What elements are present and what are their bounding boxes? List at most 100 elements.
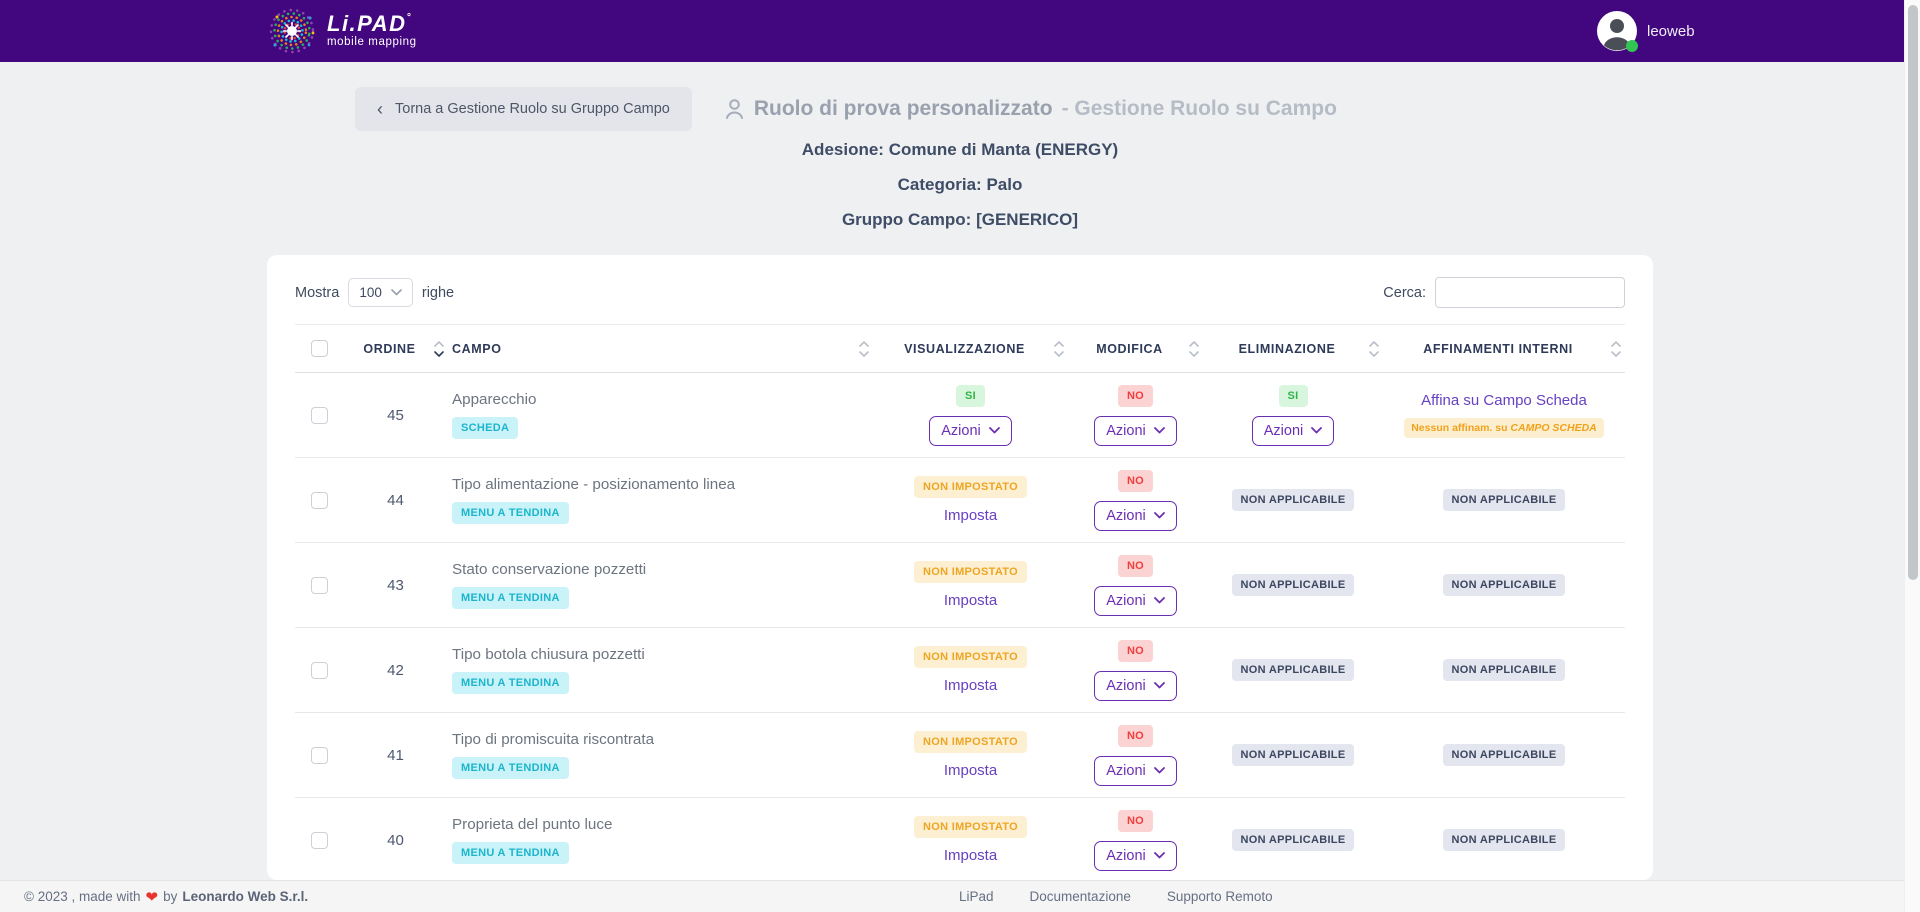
table-row: 41 Tipo di promiscuita riscontrata MENU A …: [295, 712, 1625, 798]
footer-link-supporto-remoto[interactable]: Supporto Remoto: [1166, 889, 1273, 904]
chevron-down-icon: [1153, 512, 1165, 519]
status-badge: NON APPLICABILE: [1442, 489, 1566, 511]
row-checkbox[interactable]: [310, 831, 328, 849]
azioni-label: Azioni: [1106, 762, 1146, 779]
scrollbar-thumb[interactable]: [1908, 5, 1918, 580]
campo-cell: Stato conservazione pozzetti MENU A TENDI…: [448, 542, 873, 628]
row-checkbox[interactable]: [310, 406, 328, 424]
logo-mark: °: [406, 12, 412, 24]
select-all-checkbox[interactable]: [310, 340, 328, 357]
affinamenti-cell: NON APPLICABILE: [1383, 457, 1625, 543]
eliminazione-cell: NON APPLICABILE: [1203, 797, 1383, 880]
heart-icon: ❤: [145, 888, 159, 906]
ordine-cell: 42: [343, 627, 448, 713]
checkbox-cell: [295, 457, 343, 543]
footer-links: LiPad Documentazione Supporto Remoto: [959, 889, 1273, 904]
sort-icons[interactable]: [1054, 340, 1064, 357]
status-badge: MENU A TENDINA: [452, 502, 569, 524]
table-row: 40 Proprieta del punto luce MENU A TENDINA…: [295, 797, 1625, 880]
status-badge: NON IMPOSTATO: [914, 561, 1027, 583]
ordine-cell: 45: [343, 372, 448, 458]
status-badge: MENU A TENDINA: [452, 587, 569, 609]
modifica-cell: NO Azioni: [1068, 457, 1203, 543]
table-row: 42 Tipo botola chiusura pozzetti MENU A TE…: [295, 627, 1625, 713]
chevron-down-icon: [1153, 682, 1165, 689]
affinamenti-cell: NON APPLICABILE: [1383, 627, 1625, 713]
status-badge: NON APPLICABILE: [1231, 489, 1355, 511]
eliminazione-cell: NON APPLICABILE: [1203, 457, 1383, 543]
campo-name: Tipo di promiscuita riscontrata: [452, 731, 655, 748]
affinamenti-cell: NON APPLICABILE: [1383, 712, 1625, 798]
page-length-control: Mostra 100 righe: [295, 278, 454, 307]
back-button[interactable]: ‹ Torna a Gestione Ruolo su Gruppo Campo: [355, 87, 692, 131]
status-badge: NON APPLICABILE: [1231, 659, 1355, 681]
user-name: leoweb: [1647, 22, 1695, 40]
campo-cell: Proprieta del punto luce MENU A TENDINA: [448, 797, 873, 880]
column-header-eliminazione[interactable]: ELIMINAZIONE: [1203, 324, 1383, 373]
imposta-link[interactable]: Imposta: [943, 762, 998, 779]
sort-icons[interactable]: [1611, 340, 1621, 357]
visualizzazione-cell: NON IMPOSTATO Imposta: [873, 797, 1068, 880]
imposta-link[interactable]: Imposta: [943, 847, 998, 864]
azioni-dropdown[interactable]: Azioni: [1094, 755, 1177, 786]
row-checkbox[interactable]: [310, 746, 328, 764]
azioni-label: Azioni: [941, 422, 981, 439]
checkbox-cell: [295, 542, 343, 628]
logo[interactable]: Li.PAD° mobile mapping: [265, 5, 417, 57]
campo-name: Tipo alimentazione - posizionamento line…: [452, 476, 736, 493]
azioni-dropdown[interactable]: Azioni: [929, 415, 1012, 446]
logo-title: Li.PAD°: [327, 11, 412, 37]
row-checkbox[interactable]: [310, 576, 328, 594]
column-header-visualizzazione[interactable]: VISUALIZZAZIONE: [873, 324, 1068, 373]
column-header-affinamenti-interni[interactable]: AFFINAMENTI INTERNI: [1383, 324, 1625, 373]
sort-icons[interactable]: [434, 340, 444, 357]
imposta-link[interactable]: Imposta: [943, 677, 998, 694]
azioni-label: Azioni: [1106, 422, 1146, 439]
scrollbar[interactable]: [1904, 0, 1920, 912]
user-menu[interactable]: leoweb: [1597, 11, 1695, 52]
azioni-dropdown[interactable]: Azioni: [1094, 500, 1177, 531]
footer-link-lipad[interactable]: LiPad: [959, 889, 994, 904]
sort-icons[interactable]: [1369, 340, 1379, 357]
modifica-cell: NO Azioni: [1068, 542, 1203, 628]
row-checkbox[interactable]: [310, 661, 328, 679]
sort-icons[interactable]: [1189, 340, 1199, 357]
azioni-dropdown[interactable]: Azioni: [1094, 585, 1177, 616]
ordine-cell: 43: [343, 542, 448, 628]
column-header-campo[interactable]: CAMPO: [448, 324, 873, 373]
status-badge: MENU A TENDINA: [452, 672, 569, 694]
azioni-dropdown[interactable]: Azioni: [1251, 415, 1335, 446]
gruppo-campo-line: Gruppo Campo: [GENERICO]: [841, 210, 1079, 229]
azioni-dropdown[interactable]: Azioni: [1094, 670, 1177, 701]
sort-icons[interactable]: [859, 340, 869, 357]
campo-name: Tipo botola chiusura pozzetti: [452, 646, 645, 663]
azioni-label: Azioni: [1106, 592, 1146, 609]
rows-per-page-select[interactable]: 100: [348, 278, 413, 307]
imposta-link[interactable]: Imposta: [943, 507, 998, 524]
status-badge: MENU A TENDINA: [452, 842, 569, 864]
status-badge: NO: [1117, 809, 1154, 832]
adesione-line: Adesione: Comune di Manta (ENERGY): [801, 140, 1119, 159]
row-checkbox[interactable]: [310, 491, 328, 509]
search-input[interactable]: [1435, 277, 1625, 308]
campo-cell: Tipo alimentazione - posizionamento line…: [448, 457, 873, 543]
online-status-dot: [1626, 40, 1638, 52]
status-badge: MENU A TENDINA: [452, 757, 569, 779]
column-header-ordine[interactable]: ORDINE: [343, 324, 448, 373]
status-badge: NO: [1117, 724, 1154, 747]
table-row: 43 Stato conservazione pozzetti MENU A TEN…: [295, 542, 1625, 628]
length-label-after: righe: [421, 284, 455, 301]
page-title: Ruolo di prova personalizzato - Gestione…: [724, 97, 1337, 121]
visualizzazione-cell: SI Azioni: [873, 372, 1068, 458]
footer-link-documentazione[interactable]: Documentazione: [1029, 889, 1131, 904]
imposta-link[interactable]: Imposta: [943, 592, 998, 609]
search-label: Cerca:: [1383, 284, 1426, 301]
affina-link[interactable]: Affina su Campo Scheda: [1421, 392, 1587, 409]
visualizzazione-cell: NON IMPOSTATO Imposta: [873, 457, 1068, 543]
azioni-label: Azioni: [1106, 677, 1146, 694]
azioni-dropdown[interactable]: Azioni: [1094, 415, 1177, 446]
page-title-main: Ruolo di prova personalizzato: [753, 97, 1053, 120]
column-header-modifica[interactable]: MODIFICA: [1068, 324, 1203, 373]
chevron-down-icon: [1153, 767, 1165, 774]
azioni-dropdown[interactable]: Azioni: [1094, 840, 1177, 871]
